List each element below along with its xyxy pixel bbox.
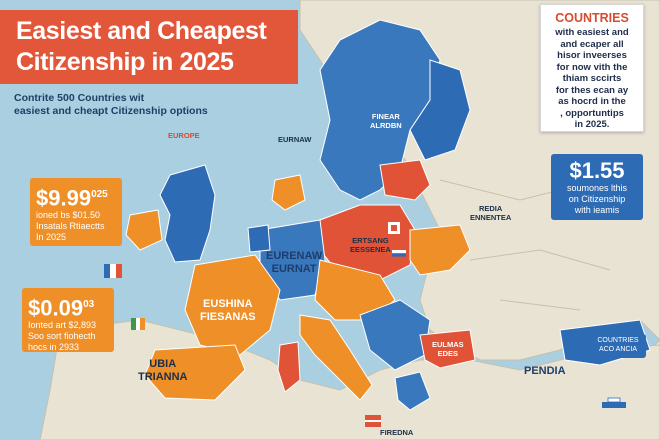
subtitle: Contrite 500 Countries wit easiest and c…	[14, 92, 264, 118]
info-line: for thes ecan ay	[555, 84, 629, 96]
price-line: Ionted art $2,893	[28, 320, 97, 331]
region-portugal	[277, 341, 301, 393]
subtitle-line-1: Contrite 500 Countries wit	[14, 92, 145, 104]
map-label-central: EURENAW EURNAT	[266, 250, 323, 275]
region-denmark	[271, 174, 306, 211]
price-value: $1.55	[569, 158, 625, 183]
price-value: $0.0903	[28, 295, 95, 321]
map-label-russia: REDIA ENNENTEA	[470, 204, 512, 222]
region-uk	[159, 164, 216, 263]
price-line: on Citizenship	[568, 194, 626, 204]
map-label-east-red: EULMAS EDES	[432, 340, 464, 358]
info-line: in 2025.	[574, 119, 610, 130]
tag-line: COUNTRIES	[597, 337, 639, 344]
flag-icon	[365, 415, 381, 427]
map-label-north: EURNAW	[278, 135, 312, 144]
price-line: ioned bs $01.50	[36, 210, 101, 221]
info-text: with easiest and and ecaper all hisor in…	[547, 27, 637, 131]
region-italy	[299, 314, 373, 401]
region-romania	[419, 329, 476, 369]
info-line: for now vith the	[556, 61, 628, 73]
ship-icon	[602, 397, 626, 408]
title-line-1: Easiest and Cheapest	[16, 17, 267, 45]
info-line: and ecaper all	[560, 38, 624, 50]
info-line: , opportuntips	[560, 107, 624, 119]
country-tag-right: COUNTRIES ACO ANCIA	[590, 334, 646, 358]
region-greece	[394, 371, 431, 411]
info-line: thiam sccirts	[562, 73, 622, 84]
price-card-left-top: $9.99025 ioned bs $01.50 Insatals Rtiaec…	[30, 178, 122, 246]
map-label-iberia: EUSHINA FIESANAS	[200, 298, 256, 323]
title-line-2: Citizenship in 2025	[16, 48, 234, 76]
flag-icon	[388, 222, 400, 234]
subtitle-line-2: easiest and cheapt Citizenship options	[14, 105, 208, 117]
price-line: In 2025	[36, 232, 67, 243]
map-label-europe: EUROPE	[168, 131, 200, 140]
region-iberia	[144, 344, 246, 401]
region-france	[184, 254, 281, 356]
price-card-right: $1.55 soumones lthis on Citizenship with…	[551, 154, 643, 220]
region-baltic	[379, 159, 431, 201]
info-heading: COUNTRIES	[555, 11, 629, 25]
price-line: hocs in 2933	[28, 342, 80, 353]
info-line: with easiest and	[555, 27, 629, 38]
price-card-left-bottom: $0.0903 Ionted art $2,893 Soo sort fiohe…	[22, 288, 114, 352]
map-label-finland: FINEAR ALRDBN	[370, 112, 402, 130]
map-label-middle-east: PENDIA	[524, 365, 566, 377]
region-ukraine	[409, 224, 471, 276]
price-line: with ieamis	[574, 205, 620, 215]
flag-icon	[131, 318, 145, 330]
flag-icon	[392, 250, 406, 260]
region-benelux	[247, 224, 271, 253]
title-banner: Easiest and Cheapest Citizenship in 2025	[0, 10, 298, 84]
info-line: hisor inveerses	[557, 50, 627, 61]
flag-icon	[104, 264, 122, 278]
map-label-africa: UBIA TRIANNA	[138, 358, 188, 383]
price-value: $9.99025	[36, 185, 108, 211]
map-label-east-center: ERTSANG EESSENEA	[350, 236, 391, 254]
info-box: COUNTRIES with easiest and and ecaper al…	[540, 4, 644, 132]
map-label-bottom: FIREDNA	[380, 428, 414, 437]
price-line: Soo sort fiohecth	[28, 331, 96, 342]
info-line: as hocrd in the	[558, 96, 626, 107]
price-line: soumones lthis	[566, 183, 628, 193]
tag-line: ACO ANCIA	[598, 346, 638, 353]
price-line: Insatals Rtiaectts	[36, 221, 105, 232]
region-finland	[409, 59, 471, 161]
region-ireland	[125, 209, 163, 251]
